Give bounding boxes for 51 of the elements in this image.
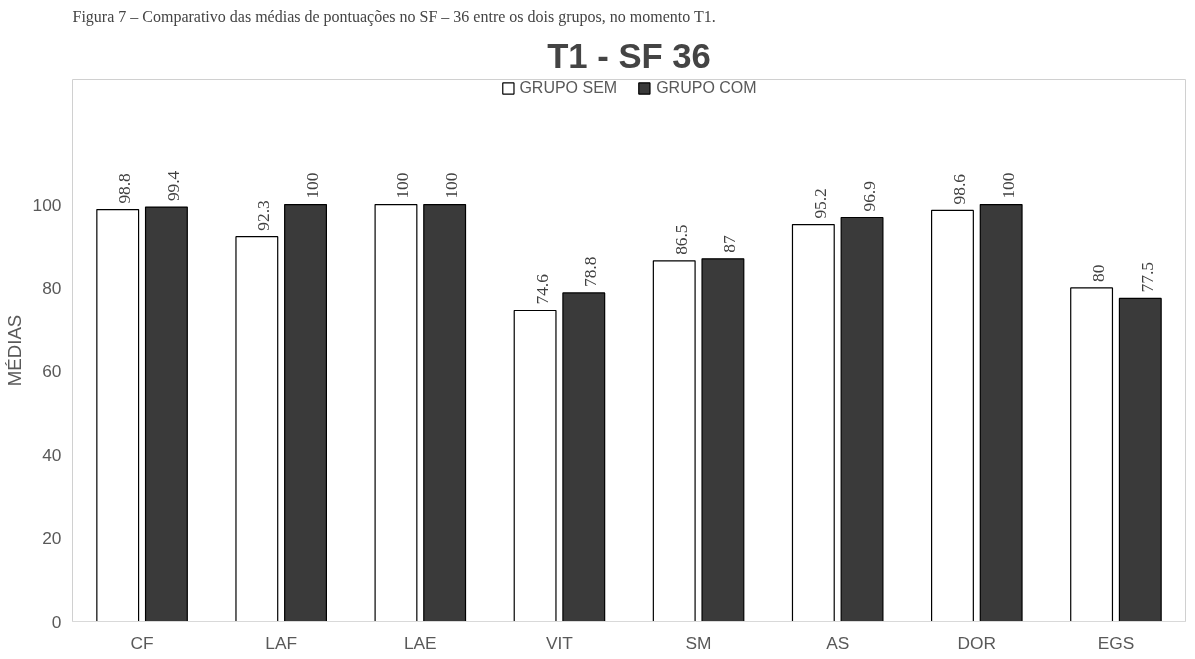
bar xyxy=(284,203,327,622)
bar xyxy=(701,258,745,622)
y-tick-label: 20 xyxy=(42,528,62,549)
data-label: 98.6 xyxy=(949,173,969,205)
bar xyxy=(652,260,696,622)
x-tick-label: DOR xyxy=(957,632,997,653)
text: Figura 7 – Comparativo das médias de pontuações no SF – 36 entre os dois grupos, no momento T1. xyxy=(72,7,716,26)
data-label: 80 xyxy=(1089,264,1109,282)
bar xyxy=(423,203,467,622)
data-label: 78.8 xyxy=(581,256,601,287)
data-label: 100 xyxy=(393,172,413,199)
x-tick-label: SM xyxy=(685,632,712,653)
y-tick-label: 60 xyxy=(42,361,62,382)
y-tick-label: 40 xyxy=(42,444,62,465)
data-label: 98.8 xyxy=(115,173,135,204)
x-tick-label: CF xyxy=(130,632,154,653)
y-tick-label: 100 xyxy=(32,194,62,215)
data-label: 86.5 xyxy=(671,224,691,255)
bar xyxy=(562,292,606,622)
bar xyxy=(96,208,140,622)
data-label: 96.9 xyxy=(859,181,879,212)
bar xyxy=(374,203,418,622)
data-label: 77.5 xyxy=(1137,262,1157,293)
bar xyxy=(979,203,1023,622)
y-tick-label: 0 xyxy=(51,611,62,632)
x-tick-label: AS xyxy=(826,632,850,653)
bar xyxy=(1070,287,1114,622)
x-tick-label: VIT xyxy=(545,632,574,653)
x-tick-label: LAF xyxy=(265,632,298,653)
data-label: 92.3 xyxy=(254,200,274,231)
x-tick-label: LAE xyxy=(403,632,437,653)
y-axis-title: MÉDIAS xyxy=(3,314,25,387)
y-tick-label: 80 xyxy=(42,277,62,298)
bar xyxy=(931,209,974,622)
data-label: 100 xyxy=(998,172,1018,199)
x-tick-label: EGS xyxy=(1097,632,1135,653)
legend-label: GRUPO COM xyxy=(656,79,757,97)
bar xyxy=(235,236,279,622)
bar xyxy=(1118,297,1162,622)
chart-title: T1 - SF 36 xyxy=(547,36,711,75)
data-label: 95.2 xyxy=(810,188,830,219)
data-label: 87 xyxy=(720,235,740,253)
data-label: 100 xyxy=(442,172,462,199)
data-label: 100 xyxy=(303,172,323,199)
bar xyxy=(791,223,835,622)
legend-label: GRUPO SEM xyxy=(519,79,618,97)
bar xyxy=(144,206,188,622)
bar xyxy=(513,309,557,622)
data-label: 74.6 xyxy=(532,273,552,305)
bar xyxy=(840,216,884,622)
data-label: 99.4 xyxy=(163,170,183,202)
